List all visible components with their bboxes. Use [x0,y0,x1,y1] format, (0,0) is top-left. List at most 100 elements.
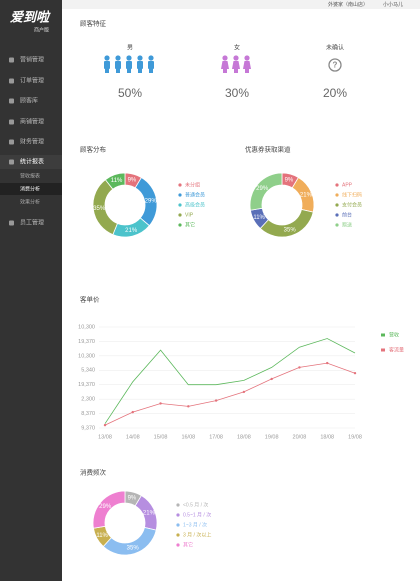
donut-slice [249,172,283,211]
point [270,377,273,381]
legend-label: 客流量 [389,346,404,353]
slice-label: 11% [111,178,123,184]
legend-swatch [381,348,385,352]
legend-dot [335,183,339,187]
icon-head [148,55,154,61]
legend-label: 普通会员 [185,191,205,198]
point [298,366,301,369]
legend-label: 3 月 / 次以上 [183,531,211,538]
chart-title: 优惠券获取渠道 [245,145,291,154]
legend-dot [335,223,339,227]
legend-label: 前台 [342,211,352,218]
chart-title: 顾客分布 [80,145,107,154]
icon-body [115,61,121,69]
legend-dot [178,193,182,197]
menu-item[interactable]: 顾客库 [20,97,38,105]
legend-dot [176,523,180,527]
slice-label: 29% [145,198,158,204]
y-tick-label: 9,370 [81,425,95,431]
legend-dot [335,203,339,207]
slice-label: 35% [93,206,106,212]
y-tick-label: 19,370 [78,382,95,388]
x-tick-label: 15/08 [154,434,168,440]
menu-icon [9,139,14,145]
y-tick-label: 19,370 [78,339,95,345]
menu-icon [9,119,14,125]
slice-label: 35% [284,227,297,233]
icon-legs [245,68,249,73]
legend-label: 赠送 [342,221,352,228]
legend-dot [178,203,182,207]
icon-head [222,55,228,61]
chart-title: 客单价 [80,295,100,304]
submenu-active-bg [0,183,62,195]
legend-dot [176,503,180,507]
point [187,405,190,408]
icon-body [243,61,251,69]
x-tick-label: 20/08 [293,434,307,440]
legend-label: VIP [185,212,194,218]
donut-slice [104,172,126,190]
icon-body [137,61,143,69]
icon-body [232,61,240,69]
slice-label: 29% [256,186,269,192]
logo: 爱到啦 [10,9,51,24]
menu-active-bg [0,155,62,169]
icon-unknown [328,58,342,72]
legend-dot [176,543,180,547]
menu-icon [9,78,14,84]
menu-icon [9,57,14,63]
point [159,402,162,405]
x-tick-label: 17/08 [209,434,223,440]
x-tick-label: 16/08 [181,434,195,440]
icon-head [104,55,110,61]
icon-legs [149,68,153,73]
topbar [62,0,420,9]
logo-sub: 商户版 [34,26,49,33]
slice-label: 11% [96,533,108,539]
submenu-item[interactable]: 营收报表 [20,172,40,179]
chart-title: 消费频次 [80,468,107,477]
slice-label: 9% [285,178,294,184]
point [326,361,329,365]
submenu-item[interactable]: 消费分析 [20,185,40,192]
slice-label: 35% [127,545,140,551]
menu-item[interactable]: 营销管理 [20,56,44,64]
legend-label: <0.5 月 / 次 [183,501,208,508]
icon-legs [138,68,142,73]
legend-label: 1~3 月 / 次 [183,521,207,528]
x-tick-label: 13/08 [98,434,112,440]
legend-label: 其它 [185,221,195,228]
slice-label: 11% [253,215,265,221]
legend-dot [335,213,339,217]
gender-value: 30% [225,86,249,100]
legend-label: 支付会员 [342,201,362,208]
icon-head [244,55,250,61]
menu-icon [9,98,14,104]
icon-head [115,55,121,61]
menu-item[interactable]: 订单管理 [20,77,44,85]
icon-head [126,55,132,61]
menu-item[interactable]: 统计报表 [20,158,44,166]
menu-icon [9,159,14,165]
section-title: 顾客特征 [80,19,107,28]
icon-legs [127,68,131,73]
legend-label: 其它 [183,541,193,548]
legend-label: APP [342,182,353,188]
point [131,410,134,414]
y-tick-label: 2,300 [81,397,95,403]
menu-item[interactable]: 财务管理 [20,138,44,146]
submenu-item[interactable]: 效果分析 [20,198,40,205]
menu-item[interactable]: 商铺管理 [20,118,44,126]
slice-label: 29% [99,504,112,510]
gender-label: 未确认 [326,44,344,52]
legend-dot [335,193,339,197]
menu-item[interactable]: 员工管理 [20,219,44,227]
user-name[interactable]: 小小马儿 [383,1,403,8]
gender-label: 女 [234,44,240,52]
x-tick-label: 19/08 [348,434,362,440]
y-tick-label: 5,340 [81,368,95,374]
icon-head [233,55,239,61]
shop-name[interactable]: 外婆家（南山店） [328,1,368,8]
